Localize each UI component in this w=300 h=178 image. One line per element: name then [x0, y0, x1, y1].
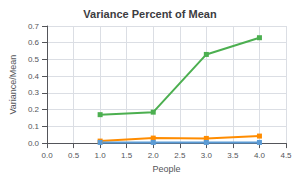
svg-text:0.2: 0.2	[28, 105, 40, 114]
svg-text:1.5: 1.5	[121, 151, 133, 160]
svg-text:2.0: 2.0	[148, 151, 160, 160]
svg-text:0.6: 0.6	[28, 38, 40, 47]
svg-text:0.3: 0.3	[28, 88, 40, 97]
svg-text:2.5: 2.5	[174, 151, 186, 160]
svg-text:4.0: 4.0	[254, 151, 266, 160]
svg-text:0.0: 0.0	[41, 151, 53, 160]
svg-text:1.0: 1.0	[95, 151, 107, 160]
svg-text:0.4: 0.4	[28, 72, 40, 81]
svg-text:4.5: 4.5	[280, 151, 292, 160]
svg-text:Variance Percent of Mean: Variance Percent of Mean	[83, 8, 217, 20]
svg-text:0.0: 0.0	[28, 139, 40, 148]
svg-text:People: People	[152, 164, 180, 174]
svg-text:0.5: 0.5	[28, 55, 40, 64]
svg-text:0.7: 0.7	[28, 22, 40, 31]
svg-text:0.5: 0.5	[68, 151, 80, 160]
svg-text:0.1: 0.1	[28, 122, 40, 131]
svg-text:3.5: 3.5	[227, 151, 239, 160]
svg-text:3.0: 3.0	[201, 151, 213, 160]
svg-text:Variance/Mean: Variance/Mean	[8, 55, 18, 115]
